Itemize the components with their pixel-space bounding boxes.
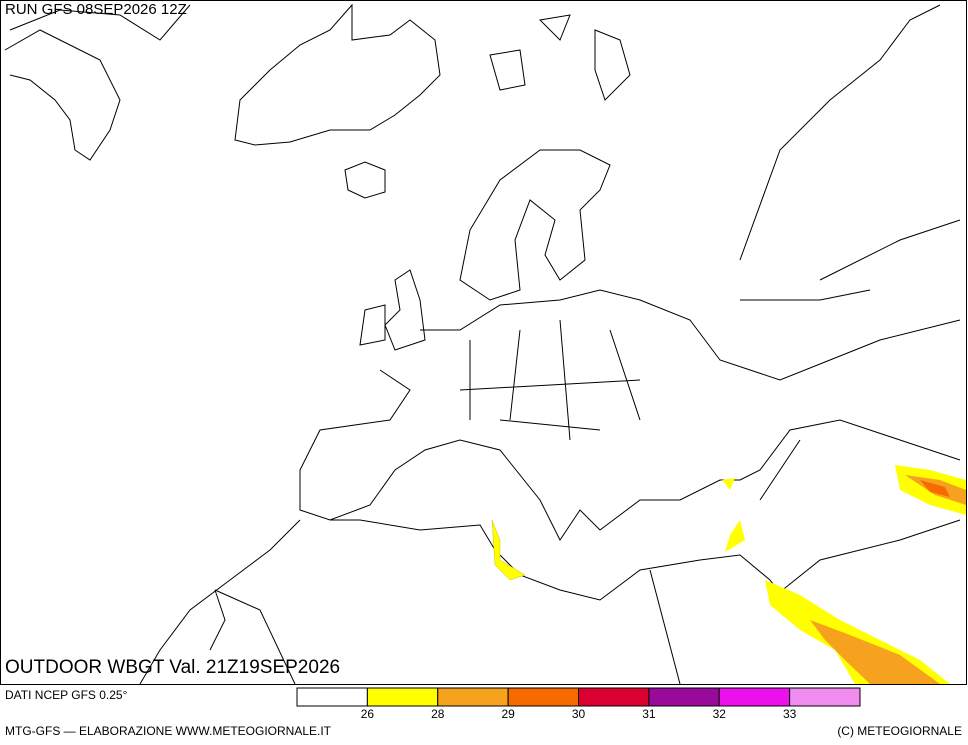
color-bin <box>718 687 791 707</box>
color-bin <box>648 687 720 707</box>
run-label: RUN GFS 08SEP2026 12Z <box>5 1 187 18</box>
source-label: DATI NCEP GFS 0.25° <box>5 688 128 702</box>
colorbar-tick-label: 32 <box>713 707 727 721</box>
colorbar: 26 28 29 30 31 32 33 <box>296 687 861 721</box>
colorbar-tick-label: 26 <box>361 707 375 721</box>
footer-right: (C) METEOGIORNALE <box>837 724 962 738</box>
wbgt-shading <box>491 465 966 684</box>
colorbar-tick-label: 29 <box>501 707 515 721</box>
map-frame <box>0 0 967 685</box>
colorbar-tick-label: 31 <box>642 707 656 721</box>
color-bin <box>296 687 368 707</box>
colorbar-tick-label: 33 <box>783 707 797 721</box>
color-bin <box>366 687 439 707</box>
footer-left: MTG-GFS — ELABORAZIONE WWW.METEOGIORNALE… <box>5 724 332 738</box>
map-title: OUTDOOR WBGT Val. 21Z19SEP2026 <box>5 657 340 678</box>
color-bin <box>578 687 650 707</box>
colorbar-tick-label: 28 <box>431 707 445 721</box>
colorbar-tick-label: 30 <box>572 707 586 721</box>
color-bin <box>437 687 509 707</box>
color-bin <box>789 687 861 707</box>
color-bin <box>507 687 579 707</box>
